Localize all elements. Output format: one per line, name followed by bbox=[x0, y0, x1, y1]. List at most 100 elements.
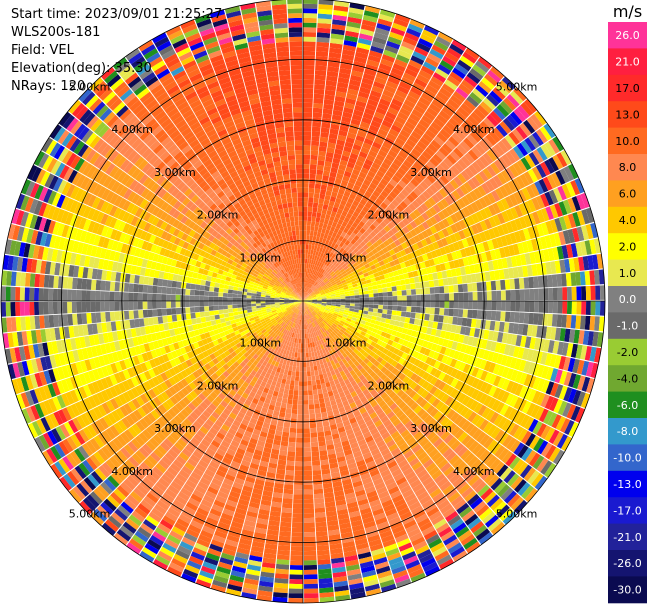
ray-gate bbox=[303, 267, 305, 273]
ray-gate bbox=[303, 168, 310, 174]
ray-gate bbox=[353, 164, 363, 172]
ray-gate bbox=[309, 164, 317, 170]
ray-gate bbox=[392, 63, 406, 73]
ray-gate bbox=[378, 301, 384, 305]
ray-gate bbox=[340, 199, 347, 207]
ray-gate bbox=[401, 301, 407, 307]
ray-gate bbox=[357, 37, 372, 46]
ray-gate bbox=[306, 277, 310, 283]
ray-gate bbox=[400, 284, 407, 291]
ray-gate bbox=[363, 138, 374, 146]
ray-gate bbox=[309, 178, 316, 184]
ray-gate bbox=[340, 179, 349, 187]
ray-gate bbox=[316, 164, 324, 171]
ray-gate bbox=[307, 288, 311, 293]
ray-gate bbox=[304, 333, 307, 339]
ray-gate bbox=[514, 278, 520, 290]
ray-gate bbox=[324, 229, 330, 235]
ray-gate bbox=[372, 312, 378, 317]
ray-gate bbox=[292, 517, 303, 523]
ray-gate bbox=[448, 285, 454, 293]
ray-gate bbox=[303, 352, 306, 358]
ray-gate bbox=[537, 275, 544, 288]
ray-gate bbox=[364, 108, 376, 116]
ray-gate bbox=[303, 27, 317, 33]
ray-gate bbox=[316, 246, 321, 252]
ray-gate bbox=[281, 378, 287, 385]
ray-gate bbox=[378, 304, 384, 310]
ray-gate bbox=[317, 155, 326, 162]
ray-gate bbox=[320, 232, 325, 239]
ray-gate bbox=[303, 159, 310, 165]
ray-gate bbox=[317, 436, 326, 442]
ray-gate bbox=[289, 361, 294, 367]
ray-gate bbox=[337, 77, 350, 84]
ray-gate bbox=[303, 93, 314, 99]
ray-gate bbox=[406, 289, 412, 296]
ray-gate bbox=[290, 380, 295, 386]
ray-gate bbox=[303, 277, 306, 283]
ray-gate bbox=[290, 550, 303, 556]
ray-gate bbox=[361, 77, 374, 86]
ray-gate bbox=[293, 390, 299, 396]
ray-gate bbox=[533, 301, 539, 313]
ray-gate bbox=[375, 72, 389, 81]
ray-gate bbox=[334, 100, 345, 107]
ray-gate bbox=[576, 301, 582, 315]
ray-gate bbox=[345, 26, 360, 34]
ray-gate bbox=[297, 414, 303, 419]
ray-gate bbox=[292, 399, 298, 405]
ray-gate bbox=[391, 310, 397, 316]
ray-gate bbox=[392, 305, 398, 311]
ray-gate bbox=[285, 379, 291, 385]
ray-gate bbox=[331, 232, 338, 238]
ray-gate bbox=[297, 347, 301, 353]
ray-gate bbox=[370, 120, 382, 129]
ray-gate bbox=[358, 151, 368, 159]
ray-gate bbox=[306, 282, 309, 288]
ray-gate bbox=[355, 134, 365, 143]
ray-gate bbox=[318, 222, 324, 228]
ray-gate bbox=[303, 173, 310, 179]
ray-gate bbox=[363, 307, 369, 312]
ray-gate bbox=[305, 347, 309, 353]
ray-gate bbox=[500, 311, 506, 322]
ray-gate bbox=[325, 80, 337, 87]
ray-gate bbox=[278, 411, 286, 418]
ray-gate bbox=[299, 333, 302, 339]
ray-gate bbox=[339, 214, 346, 221]
ray-gate bbox=[304, 282, 306, 288]
ray-gate bbox=[317, 22, 332, 29]
ray-gate bbox=[363, 290, 369, 295]
ray-gate bbox=[509, 311, 516, 323]
ray-gate bbox=[292, 366, 297, 372]
ray-gate bbox=[289, 569, 303, 575]
ray-gate bbox=[278, 454, 287, 461]
ray-gate bbox=[305, 292, 308, 297]
ray-gate bbox=[335, 223, 342, 230]
ray-gate bbox=[349, 303, 355, 307]
ray-gate bbox=[307, 268, 310, 274]
ray-gate bbox=[362, 163, 372, 171]
ray-gate bbox=[396, 290, 402, 296]
ray-gate bbox=[349, 295, 355, 299]
ray-gate bbox=[348, 12, 363, 20]
ray-gate bbox=[452, 316, 458, 325]
ray-gate bbox=[324, 239, 330, 245]
ray-gate bbox=[297, 404, 303, 410]
ray-gate bbox=[379, 98, 391, 107]
ray-gate bbox=[326, 75, 338, 82]
ray-gate bbox=[346, 132, 357, 140]
ray-gate bbox=[293, 489, 303, 495]
ray-gate bbox=[354, 295, 360, 299]
ray-gate bbox=[350, 298, 355, 301]
ray-gate bbox=[304, 268, 307, 273]
ray-gate bbox=[317, 160, 325, 166]
ray-gate bbox=[315, 374, 320, 381]
ray-gate bbox=[385, 277, 391, 284]
ray-gate bbox=[285, 465, 295, 471]
ray-gate bbox=[304, 272, 306, 278]
ray-gate bbox=[308, 244, 312, 250]
ray-gate bbox=[504, 279, 511, 290]
ray-gate bbox=[345, 166, 354, 174]
